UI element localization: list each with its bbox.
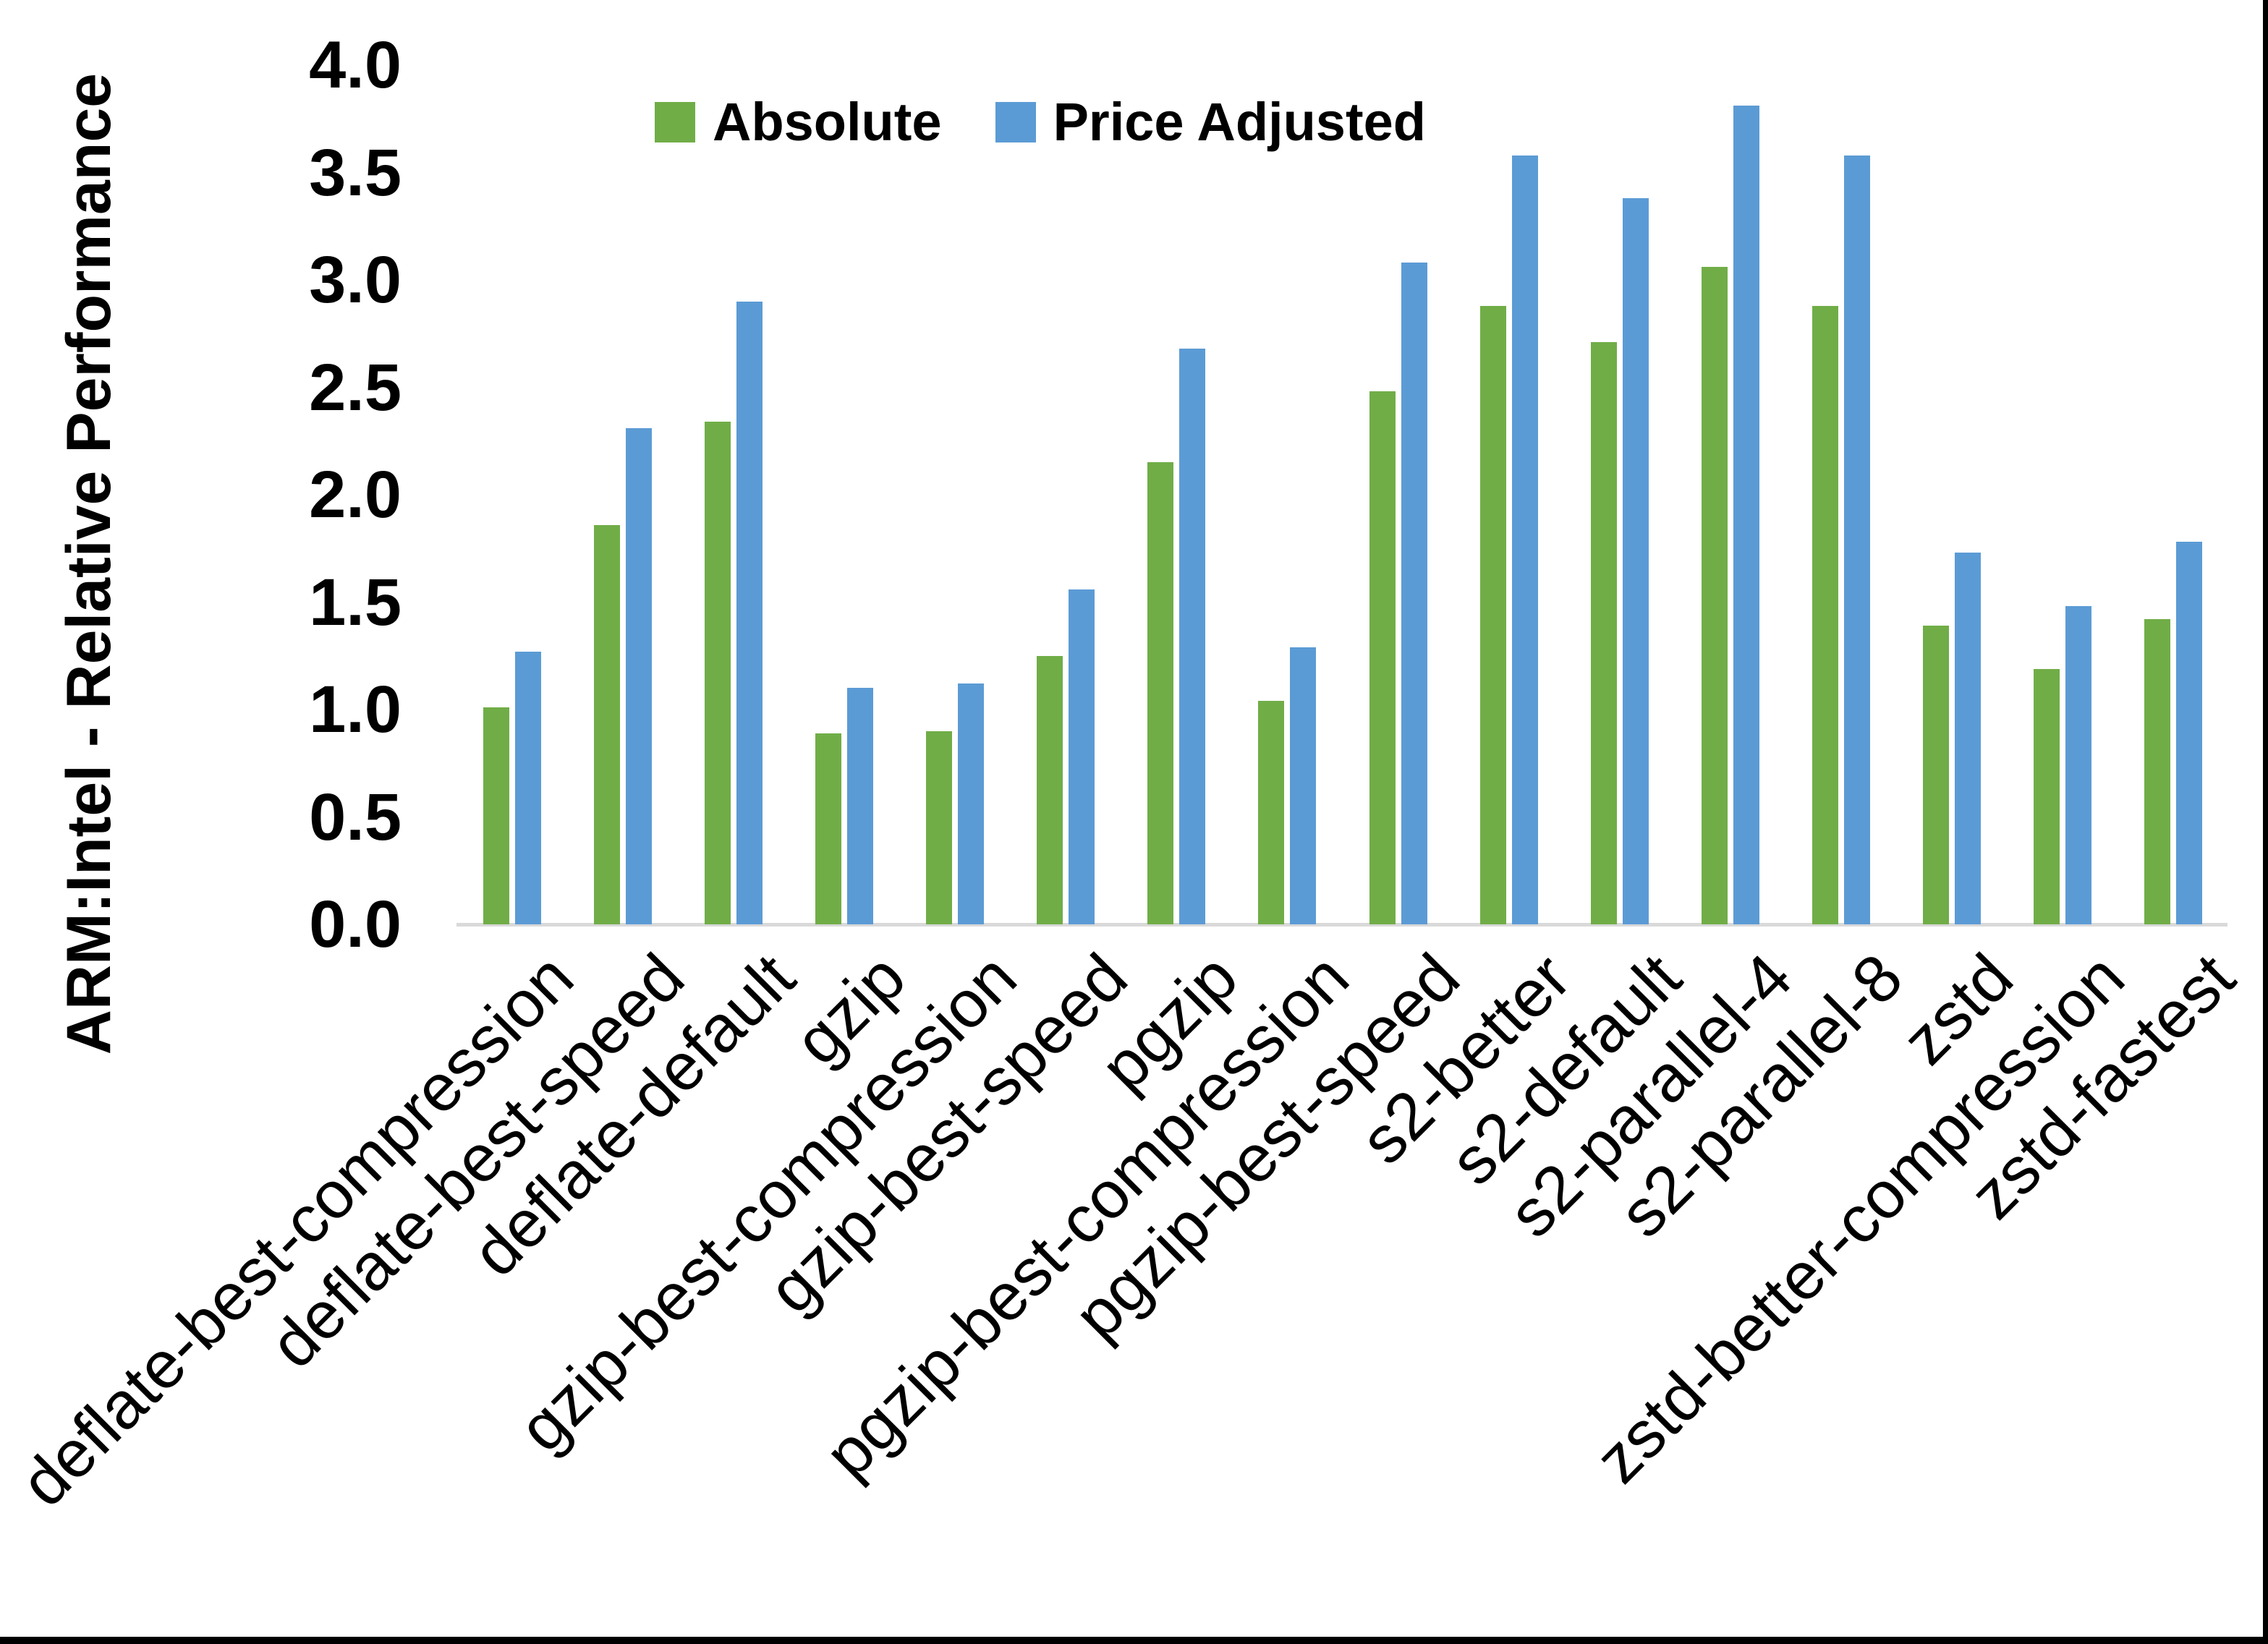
y-tick-label-0.5: 0.5 [309,780,402,854]
legend-label: Price Adjusted [1053,92,1426,152]
bar-price-adjusted-zstd [1955,553,1982,924]
y-tick-label-1.5: 1.5 [309,565,402,639]
legend-swatch-icon [995,101,1036,142]
bar-absolute-deflate-best-compression [483,707,509,924]
bar-price-adjusted-pgzip-best-speed [1401,263,1427,924]
y-tick-label-4.0: 4.0 [309,28,402,102]
legend-item-price-adjusted: Price Adjusted [995,91,1426,153]
y-tick-label-3.0: 3.0 [309,243,402,317]
y-tick-label-2.5: 2.5 [309,350,402,425]
legend-label: Absolute [713,92,942,152]
bar-absolute-pgzip-best-compression [1258,701,1285,924]
bar-price-adjusted-deflate-best-compression [514,652,541,924]
bar-absolute-s2-parallel-8 [1812,306,1839,924]
bar-price-adjusted-deflate-best-speed [625,428,652,924]
bar-price-adjusted-zstd-better-compression [2065,606,2092,924]
bar-price-adjusted-s2-parallel-4 [1733,106,1759,924]
bar-absolute-zstd-better-compression [2034,669,2060,924]
bar-price-adjusted-deflate-default [736,302,763,924]
bar-absolute-s2-better [1479,306,1506,924]
bar-price-adjusted-pgzip [1179,349,1206,924]
bar-price-adjusted-s2-better [1511,156,1538,924]
bar-price-adjusted-gzip-best-compression [958,683,985,924]
bar-absolute-s2-parallel-4 [1701,267,1728,924]
bar-absolute-deflate-default [704,422,731,924]
bar-price-adjusted-pgzip-best-compression [1290,647,1317,924]
bar-absolute-gzip-best-compression [926,731,953,924]
bar-absolute-s2-default [1590,342,1617,924]
bar-price-adjusted-zstd-fastest [2176,542,2203,924]
y-tick-label-3.5: 3.5 [309,135,402,210]
bar-absolute-pgzip [1147,462,1174,924]
bar-absolute-zstd [1923,626,1950,924]
bar-price-adjusted-gzip [846,688,873,924]
bar-absolute-pgzip-best-speed [1369,391,1396,924]
bar-price-adjusted-s2-parallel-8 [1844,156,1871,924]
bar-price-adjusted-s2-default [1622,198,1649,924]
bar-absolute-gzip [815,733,841,924]
y-tick-label-0.0: 0.0 [309,887,402,961]
legend-swatch-icon [655,101,695,142]
bar-price-adjusted-gzip-best-speed [1069,589,1095,924]
image-border-right [2263,0,2268,1644]
image-border-bottom [0,1637,2268,1644]
legend: Absolute Price Adjusted [655,91,1426,153]
x-axis-line [456,923,2227,927]
y-tick-label-1.0: 1.0 [309,673,402,746]
y-tick-label-2.0: 2.0 [309,458,402,532]
legend-item-absolute: Absolute [655,91,942,153]
bar-absolute-zstd-fastest [2144,619,2171,924]
bar-absolute-deflate-best-speed [593,525,620,924]
bar-absolute-gzip-best-speed [1037,656,1063,924]
